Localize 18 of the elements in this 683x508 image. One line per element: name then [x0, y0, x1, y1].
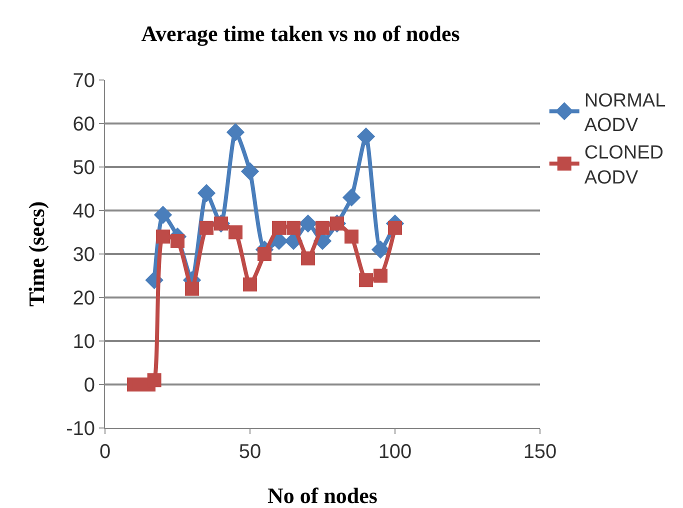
legend-label: CLONED AODV [584, 142, 664, 188]
y-tick-label: 60 [72, 114, 95, 136]
x-axis-title: No of nodes [267, 483, 378, 508]
y-tick-label: 20 [72, 288, 95, 310]
y-tick-label: 70 [72, 70, 95, 92]
x-tick-label: 100 [378, 441, 412, 463]
x-tick-label: 0 [99, 441, 111, 463]
y-tick-label: 40 [72, 200, 95, 222]
y-tick-label: 10 [72, 331, 95, 353]
y-tick-label: 50 [72, 157, 95, 179]
y-tick-label: -10 [66, 418, 95, 440]
x-tick-label: 50 [238, 441, 262, 463]
legend-label: NORMAL AODV [584, 90, 666, 136]
y-tick-label: 30 [72, 244, 95, 266]
y-axis-title: Time (secs) [24, 201, 49, 307]
chart-title: Average time taken vs no of nodes [141, 20, 460, 46]
y-tick-label: 0 [84, 374, 95, 396]
x-tick-label: 150 [523, 441, 557, 463]
